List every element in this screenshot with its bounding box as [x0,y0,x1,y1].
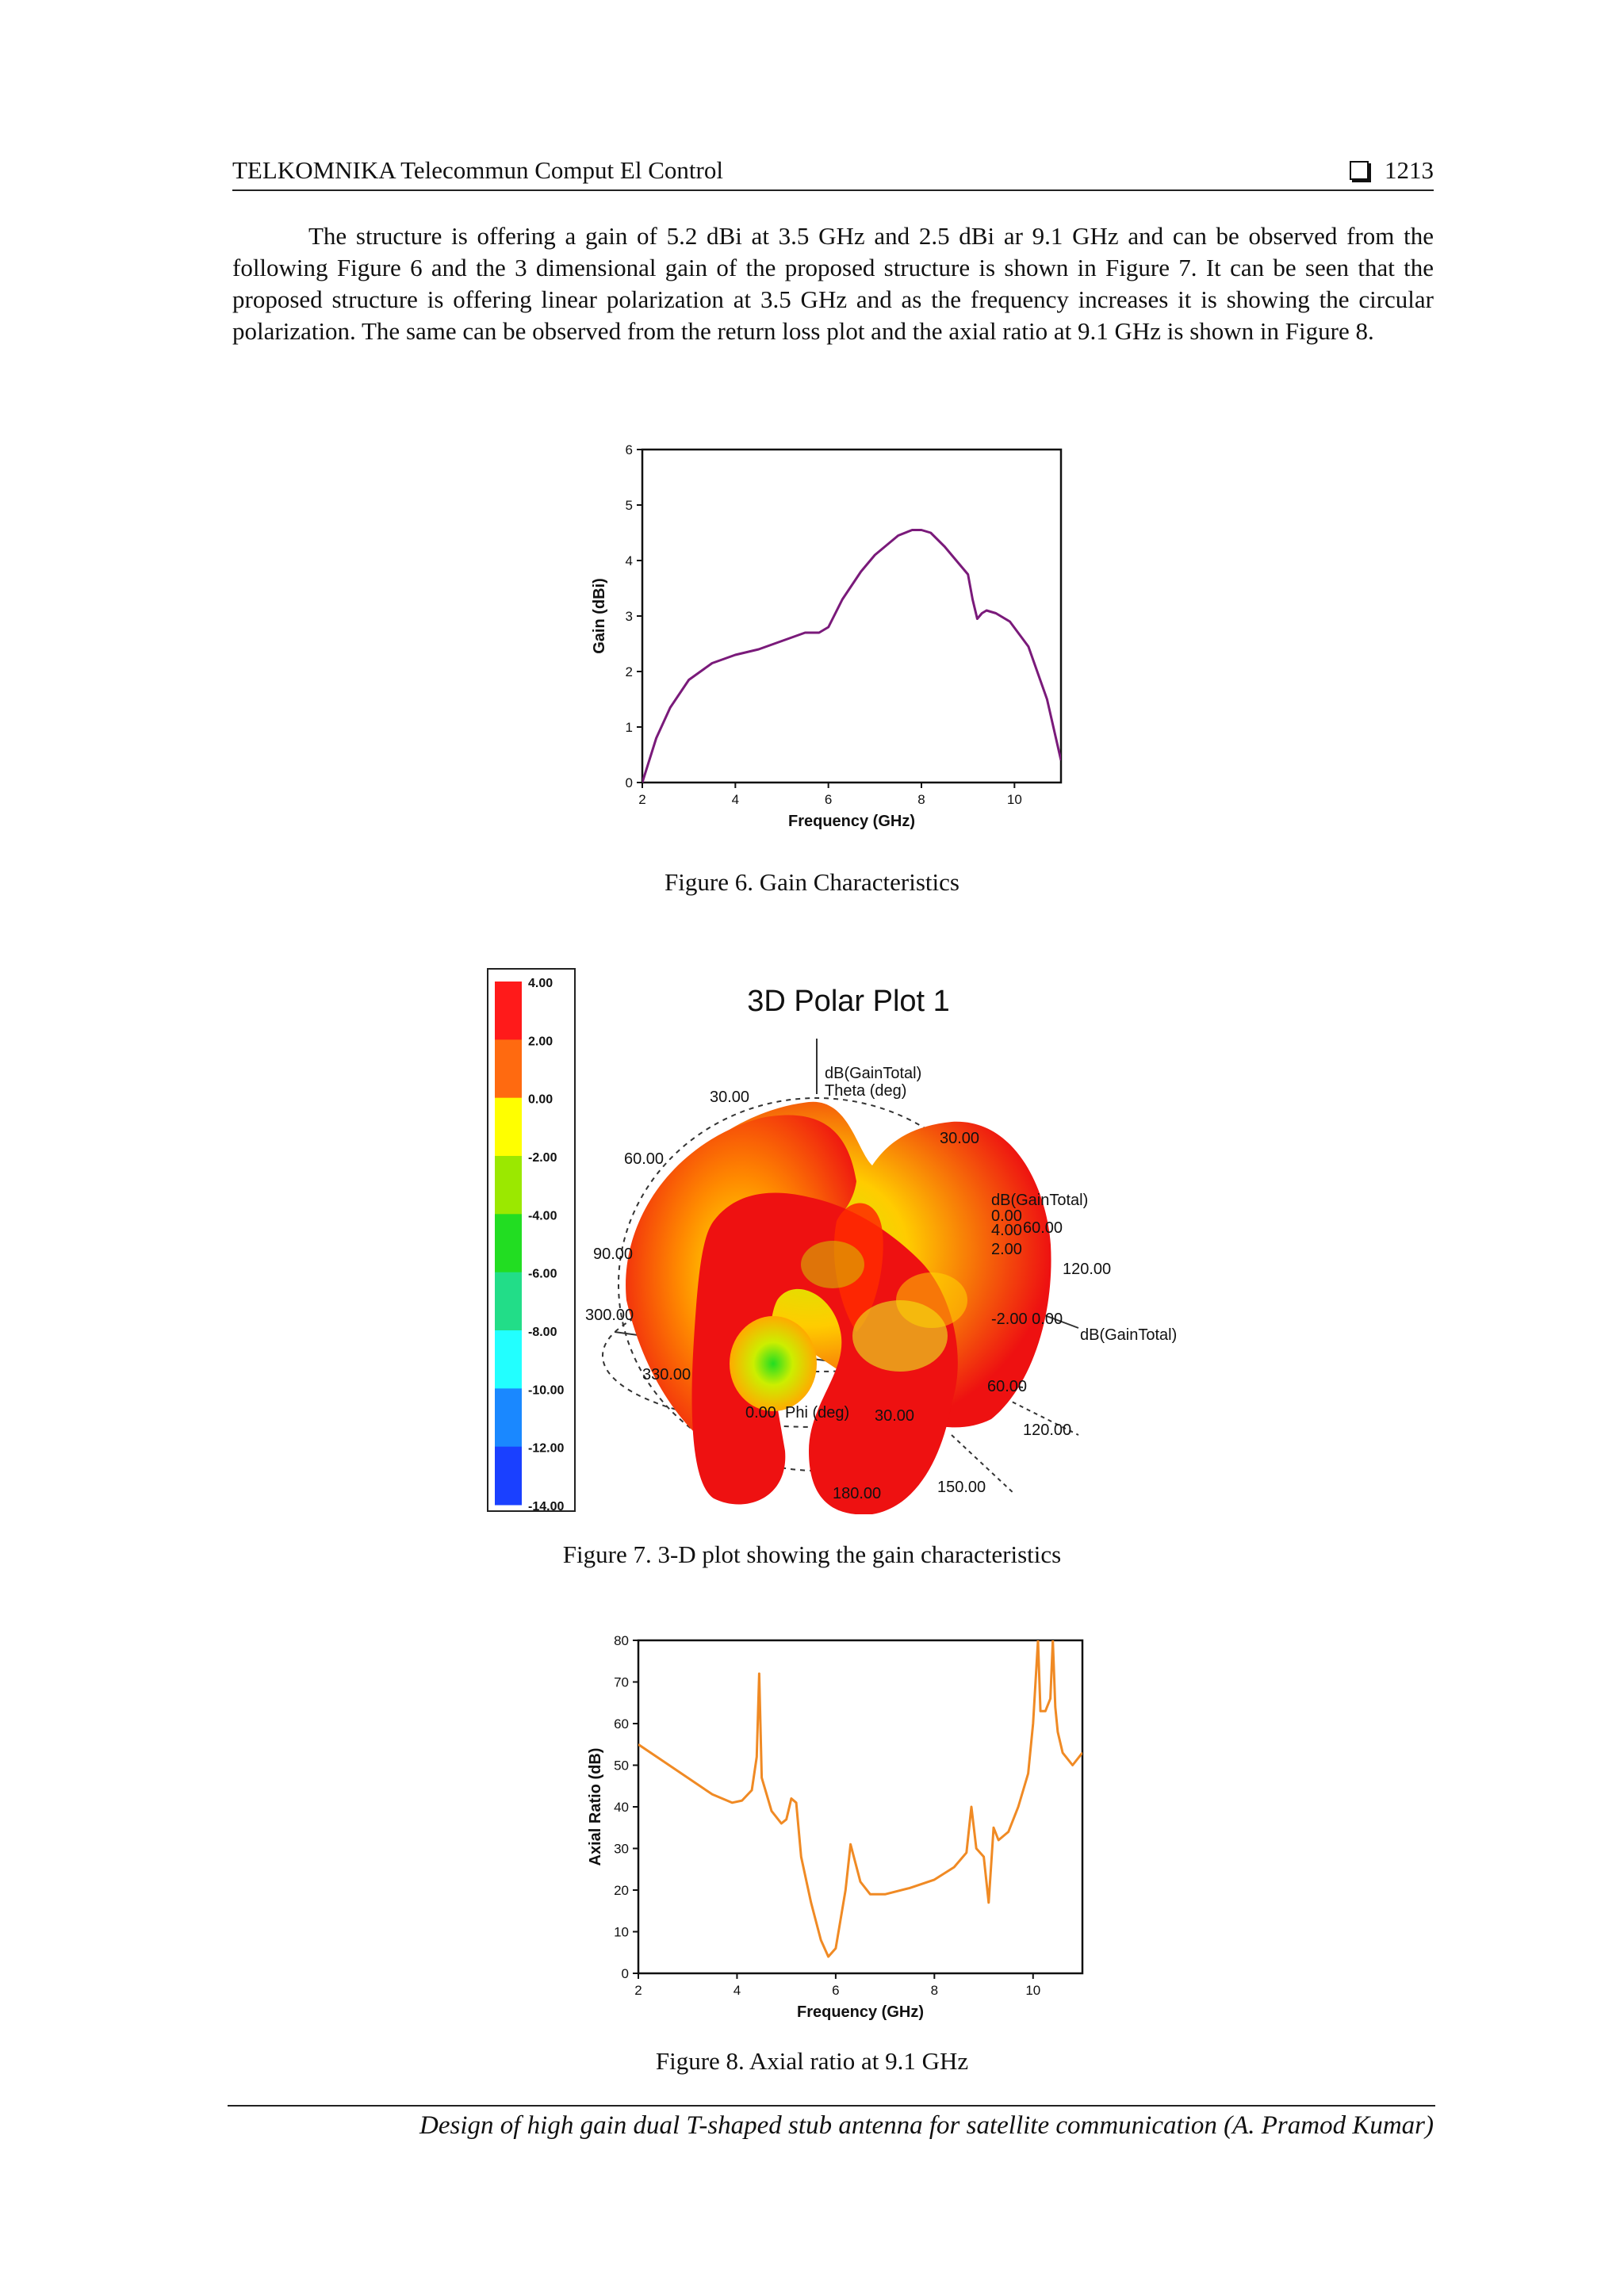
y-tick-label: 1 [626,720,633,735]
label-60-left: 60.00 [624,1150,664,1168]
x-axis-label: Frequency (GHz) [788,813,915,830]
label-0-phi: 0.00 [745,1404,776,1422]
label-db-gaintotal-top: dB(GainTotal) [825,1065,921,1082]
label-scale-2: 2.00 [991,1241,1022,1258]
y-tick-label: 60 [614,1716,629,1732]
legend-swatch [495,1388,522,1448]
x-tick-label: 4 [732,792,739,807]
label-scale-0: 0.00 [991,1207,1022,1225]
legend-value: 0.00 [528,1093,553,1107]
x-tick-label: 8 [917,792,925,807]
plot-frame [637,1639,1084,1975]
radiation-pattern [626,1101,1051,1514]
x-tick-label: 10 [1007,792,1022,807]
x-tick-label: 2 [634,1983,642,1998]
series-line [642,529,1061,783]
y-tick-label: 4 [626,553,633,568]
legend-swatch [495,1272,522,1331]
legend-value: -10.00 [528,1383,564,1397]
legend-value: -4.00 [528,1209,557,1223]
label-60-right: 60.00 [1023,1219,1063,1237]
body-text: The structure is offering a gain of 5.2 … [232,220,1434,347]
label-phi: Phi (deg) [785,1404,849,1422]
gain-chart: 2 4 6 8 10 0 1 2 3 4 5 6 Frequency (GHz) Gain (dBi) [591,442,1063,830]
page-number: 1213 [1385,156,1434,184]
x-tick-label: 6 [825,792,832,807]
y-tick-label: 20 [614,1883,629,1898]
legend-swatch [495,1039,522,1099]
label-330: 330.00 [642,1366,691,1383]
body-paragraph: The structure is offering a gain of 5.2 … [232,222,1434,345]
label-theta: Theta (deg) [825,1082,906,1100]
legend-value: 2.00 [528,1035,553,1048]
legend-swatch [495,982,522,1040]
y-tick-label: 30 [614,1842,629,1857]
label-db-gaintotal-right: dB(GainTotal) [1080,1326,1177,1344]
y-tick-label: 70 [614,1675,629,1690]
label-60-bottom: 60.00 [987,1378,1027,1395]
page-header: TELKOMNIKA Telecommun Comput El Control … [232,153,1434,191]
legend-value: -6.00 [528,1268,557,1281]
label-30-top-right: 30.00 [940,1130,979,1147]
journal-title: TELKOMNIKA Telecommun Comput El Control [232,156,723,184]
y-tick-label: 6 [626,442,633,457]
legend-value: 4.00 [528,977,553,990]
y-tick-label: 0 [626,775,633,790]
label-right-gain: -2.00 0.00 [991,1311,1063,1328]
label-90: 90.00 [593,1246,633,1263]
legend-swatch [495,1214,522,1273]
label-300: 300.00 [585,1307,634,1324]
x-tick-label: 8 [931,1983,938,1998]
label-scale-4: 4.00 [991,1222,1022,1239]
label-30-top-left: 30.00 [710,1089,749,1106]
label-150: 150.00 [937,1479,986,1496]
label-120-bottom: 120.00 [1023,1422,1071,1439]
y-axis-label: Axial Ratio (dB) [587,1748,604,1866]
x-tick-label: 4 [733,1983,741,1998]
label-180: 180.00 [833,1485,881,1502]
figure-6-caption: Figure 6. Gain Characteristics [665,868,959,896]
legend-value: -2.00 [528,1151,557,1165]
x-tick-label: 6 [832,1983,839,1998]
legend-swatch [495,1097,522,1157]
legend-value: -12.00 [528,1442,564,1456]
y-tick-label: 50 [614,1758,629,1774]
y-tick-label: 80 [614,1633,629,1648]
y-axis-label: Gain (dBi) [591,578,608,654]
polar-plot-title: 3D Polar Plot 1 [747,985,950,1018]
figure-8-caption: Figure 8. Axial ratio at 9.1 GHz [655,2047,969,2075]
y-tick-label: 10 [614,1925,629,1940]
label-30-bottom: 30.00 [875,1407,914,1425]
square-bullet-icon [1350,161,1369,180]
legend-swatch [495,1446,522,1506]
label-120-right: 120.00 [1063,1261,1111,1278]
figure-7-caption: Figure 7. 3-D plot showing the gain char… [562,1540,1062,1568]
y-tick-label: 0 [622,1966,629,1981]
legend-value: -8.00 [528,1326,557,1339]
plot-frame [641,448,1063,784]
legend-swatch [495,1156,522,1215]
color-legend: 4.00 2.00 0.00 -2.00 -4.00 -6.00 -8.00 -10.00 -1… [487,968,576,1513]
x-tick-label: 10 [1025,1983,1040,1998]
y-tick-label: 40 [614,1800,629,1815]
footer-rule [228,2105,1435,2107]
y-tick-label: 5 [626,498,633,513]
series-line [638,1640,1082,1958]
y-tick-label: 3 [626,609,633,624]
legend-swatch [495,1330,522,1389]
label-db-gaintotal: dB(GainTotal) [991,1192,1088,1209]
legend-value: -14.00 [528,1500,564,1513]
x-axis-label: Frequency (GHz) [797,2003,924,2021]
axial-ratio-chart: 2 4 6 8 10 0 10 20 30 40 50 60 70 80 Frequency (GHz) Ax… [587,1633,1084,2021]
y-tick-label: 2 [626,664,633,679]
page-number-area: 1213 [1350,156,1434,185]
footer-citation: Design of high gain dual T-shaped stub a… [419,2111,1434,2140]
x-tick-label: 2 [638,792,645,807]
3d-polar-plot: 4.00 2.00 0.00 -2.00 -4.00 -6.00 -8.00 -10.00 -1… [487,968,1177,1514]
